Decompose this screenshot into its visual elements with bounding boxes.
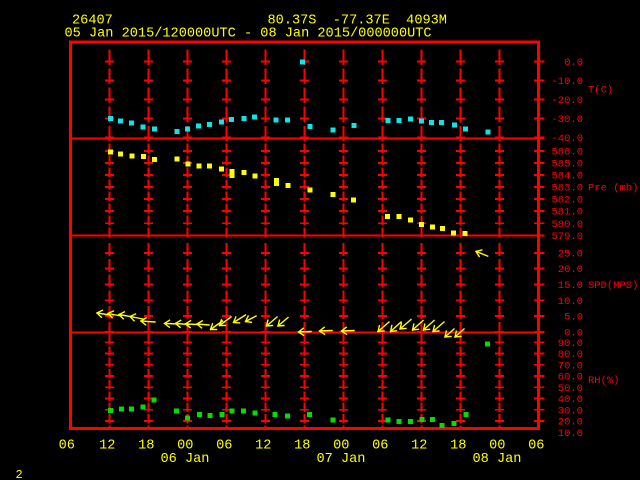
svg-text:582.0: 582.0: [551, 195, 583, 207]
svg-text:15.0: 15.0: [558, 280, 583, 292]
svg-text:80.37S -77.37E 4093M: 80.37S -77.37E 4093M: [268, 13, 447, 28]
svg-text:10.0: 10.0: [558, 428, 583, 440]
svg-text:90.0: 90.0: [558, 338, 583, 350]
svg-text:70.0: 70.0: [558, 360, 583, 372]
svg-text:30.0: 30.0: [558, 405, 583, 417]
svg-text:12: 12: [99, 438, 115, 453]
svg-text:T(C): T(C): [588, 85, 613, 97]
svg-text:580.0: 580.0: [551, 219, 583, 231]
svg-text:60.0: 60.0: [558, 372, 583, 384]
svg-text:20.0: 20.0: [558, 264, 583, 276]
svg-text:18: 18: [450, 438, 466, 453]
svg-text:06: 06: [372, 438, 388, 453]
svg-text:06 Jan: 06 Jan: [161, 452, 210, 467]
svg-text:-20.0: -20.0: [551, 95, 583, 107]
svg-text:SPD(MPS): SPD(MPS): [588, 280, 638, 292]
svg-text:0.0: 0.0: [564, 57, 583, 69]
svg-text:26407: 26407: [72, 13, 113, 28]
svg-text:579.0: 579.0: [551, 231, 583, 243]
svg-text:06: 06: [528, 438, 544, 453]
svg-text:18: 18: [294, 438, 310, 453]
svg-text:06: 06: [216, 438, 232, 453]
svg-text:06: 06: [59, 438, 75, 453]
svg-text:07 Jan: 07 Jan: [317, 452, 366, 467]
svg-text:12: 12: [411, 438, 427, 453]
svg-text:2: 2: [16, 468, 23, 480]
svg-text:-10.0: -10.0: [551, 76, 583, 88]
svg-text:50.0: 50.0: [558, 383, 583, 395]
svg-text:18: 18: [138, 438, 154, 453]
svg-text:584.0: 584.0: [551, 171, 583, 183]
svg-text:5.0: 5.0: [564, 312, 583, 324]
svg-text:586.0: 586.0: [551, 147, 583, 159]
svg-text:00: 00: [177, 438, 193, 453]
svg-text:12: 12: [255, 438, 271, 453]
svg-text:80.0: 80.0: [558, 349, 583, 361]
svg-text:20.0: 20.0: [558, 417, 583, 429]
svg-text:00: 00: [333, 438, 349, 453]
svg-text:40.0: 40.0: [558, 394, 583, 406]
svg-text:-40.0: -40.0: [551, 133, 583, 145]
svg-text:RH(%): RH(%): [588, 375, 620, 387]
svg-text:581.0: 581.0: [551, 207, 583, 219]
svg-text:10.0: 10.0: [558, 296, 583, 308]
svg-text:585.0: 585.0: [551, 159, 583, 171]
svg-text:-30.0: -30.0: [551, 114, 583, 126]
svg-text:Pre (mb): Pre (mb): [588, 183, 638, 195]
svg-text:583.0: 583.0: [551, 183, 583, 195]
svg-text:05 Jan 2015/120000UTC - 08 Jan: 05 Jan 2015/120000UTC - 08 Jan 2015/0000…: [65, 26, 432, 41]
svg-text:25.0: 25.0: [558, 248, 583, 260]
svg-text:08 Jan: 08 Jan: [473, 452, 522, 467]
svg-text:00: 00: [489, 438, 505, 453]
svg-text:0.0: 0.0: [564, 327, 583, 339]
